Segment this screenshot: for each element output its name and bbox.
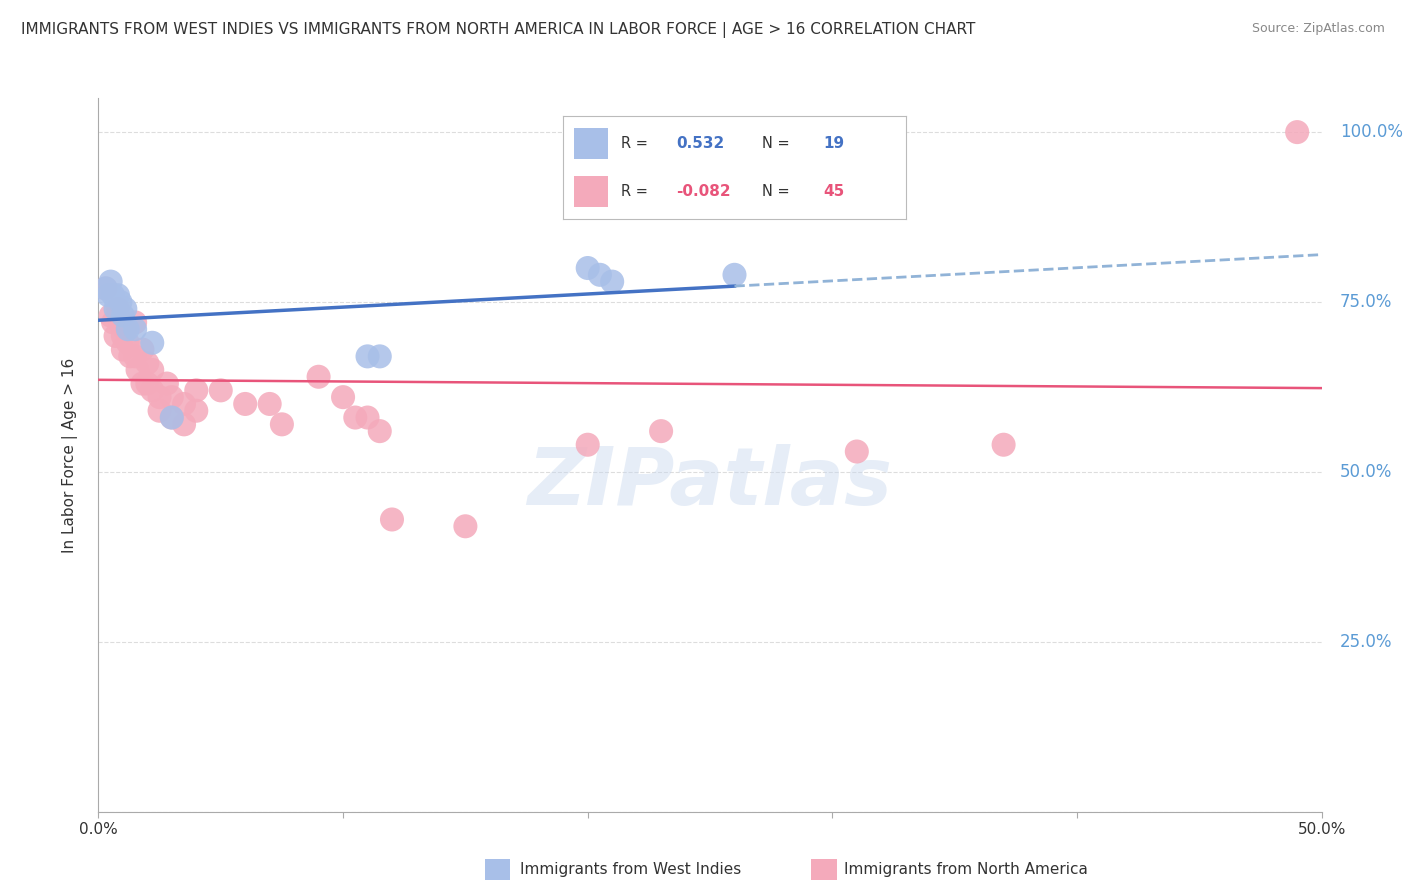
Point <box>94 281 117 295</box>
Text: R =: R = <box>621 184 648 199</box>
Point <box>356 350 378 364</box>
Point <box>111 329 134 343</box>
Point <box>100 275 122 289</box>
Text: 45: 45 <box>824 184 845 199</box>
Text: R =: R = <box>621 136 648 152</box>
Point <box>356 410 378 425</box>
Point <box>600 275 623 289</box>
Point <box>114 301 136 316</box>
Text: 50.0%: 50.0% <box>1340 463 1392 481</box>
Point <box>368 424 391 438</box>
Point <box>156 376 179 391</box>
Point <box>104 329 127 343</box>
Text: IMMIGRANTS FROM WEST INDIES VS IMMIGRANTS FROM NORTH AMERICA IN LABOR FORCE | AG: IMMIGRANTS FROM WEST INDIES VS IMMIGRANT… <box>21 22 976 38</box>
Text: 25.0%: 25.0% <box>1340 632 1392 651</box>
Text: Source: ZipAtlas.com: Source: ZipAtlas.com <box>1251 22 1385 36</box>
Point <box>136 376 159 391</box>
Point <box>101 315 124 329</box>
Y-axis label: In Labor Force | Age > 16: In Labor Force | Age > 16 <box>62 358 77 552</box>
Point <box>127 363 149 377</box>
Text: 75.0%: 75.0% <box>1340 293 1392 311</box>
Point <box>124 322 146 336</box>
Point <box>107 288 129 302</box>
Point <box>454 519 477 533</box>
Point <box>111 309 134 323</box>
Text: Immigrants from North America: Immigrants from North America <box>844 863 1087 877</box>
Point <box>131 376 153 391</box>
Point <box>589 268 612 282</box>
Point <box>723 268 745 282</box>
Point <box>173 397 195 411</box>
Point <box>107 301 129 316</box>
Point <box>160 390 183 404</box>
Point <box>186 403 208 417</box>
Point <box>110 315 132 329</box>
Point <box>1286 125 1309 139</box>
Point <box>124 350 146 364</box>
Text: 100.0%: 100.0% <box>1340 123 1403 141</box>
Point <box>149 390 172 404</box>
Text: N =: N = <box>762 184 790 199</box>
Text: 0.532: 0.532 <box>676 136 724 152</box>
Point <box>576 438 599 452</box>
Text: -0.082: -0.082 <box>676 184 731 199</box>
Point <box>845 444 868 458</box>
Point <box>110 295 132 310</box>
Point <box>368 350 391 364</box>
Point <box>332 390 354 404</box>
Point <box>173 417 195 432</box>
Point <box>100 309 122 323</box>
Point <box>209 384 232 398</box>
Point <box>160 410 183 425</box>
Point <box>104 301 127 316</box>
Point <box>308 369 330 384</box>
Point <box>993 438 1015 452</box>
Point <box>149 403 172 417</box>
Text: 19: 19 <box>824 136 845 152</box>
Point <box>120 350 142 364</box>
Bar <box>574 176 607 207</box>
Point <box>124 315 146 329</box>
Point <box>650 424 672 438</box>
Point <box>141 335 163 350</box>
Point <box>101 288 124 302</box>
Point <box>94 281 117 295</box>
Point <box>186 384 208 398</box>
Point <box>117 322 139 336</box>
Point <box>117 335 139 350</box>
Point <box>233 397 256 411</box>
Point <box>141 384 163 398</box>
Point <box>111 343 134 357</box>
Point <box>259 397 281 411</box>
Point <box>160 410 183 425</box>
Bar <box>574 128 607 160</box>
Text: N =: N = <box>762 136 790 152</box>
Point <box>381 512 404 526</box>
Point <box>344 410 367 425</box>
Point <box>114 322 136 336</box>
Point <box>97 288 120 302</box>
Text: ZIPatlas: ZIPatlas <box>527 444 893 523</box>
Point <box>576 260 599 275</box>
Text: Immigrants from West Indies: Immigrants from West Indies <box>520 863 741 877</box>
Point <box>136 356 159 370</box>
Point <box>141 363 163 377</box>
Point <box>270 417 294 432</box>
Point <box>131 343 153 357</box>
